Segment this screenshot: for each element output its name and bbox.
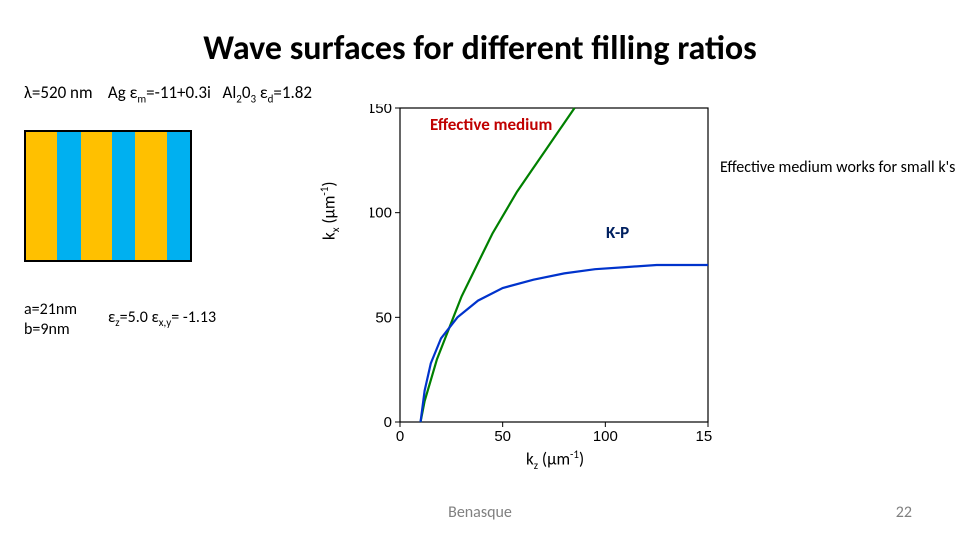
x-axis-label: kz (μm-1) [526, 448, 584, 472]
slide-number: 22 [896, 503, 912, 522]
ylabel-end: ) [319, 181, 340, 186]
x-tick-label: 150 [695, 428, 712, 445]
x-tick-label: 0 [396, 428, 404, 445]
effective-medium-label: Effective medium [430, 114, 552, 135]
ez-val: =5.0 [120, 308, 152, 327]
ylabel-post: (μm [319, 196, 340, 228]
a-label: a=21nm [24, 300, 77, 320]
xlabel-post: (μm [538, 449, 570, 470]
b-label: b=9nm [24, 320, 77, 340]
layer-a [135, 132, 166, 260]
x-tick-label: 100 [593, 428, 618, 445]
y-axis-label: kx (μm-1) [318, 181, 342, 240]
y-tick-label: 0 [384, 414, 392, 431]
ag-eps: Ag ε [108, 82, 137, 103]
y-tick-label: 50 [375, 309, 392, 326]
y-tick-label: 100 [370, 205, 392, 222]
ylabel-pre: k [319, 232, 340, 240]
kp-label: K-P [606, 222, 629, 243]
chart: 050100150050100150 kx (μm-1) kz (μm-1) [326, 90, 716, 468]
plot-svg: 0 50 100 150 0 50 100 150 [370, 104, 712, 446]
effective-medium-note: Effective medium works for small k's [720, 158, 955, 177]
eps-m-sub: m [137, 92, 146, 105]
lambda: λ=520 nm [24, 82, 93, 103]
eps-d: ε [256, 82, 268, 103]
slide-title: Wave surfaces for different filling rati… [0, 28, 960, 69]
al: Al [222, 82, 236, 103]
xlabel-sup: -1 [570, 448, 579, 461]
layer-b [112, 132, 135, 260]
curve-effective-medium [421, 108, 575, 422]
ylabel-sup: -1 [318, 187, 331, 196]
exy-sub: x,y [159, 316, 172, 329]
eps-d-val: =1.82 [273, 82, 312, 103]
layer-diagram [24, 130, 192, 262]
eps-m-val: =-11+0.3i [146, 82, 211, 103]
effective-eps: εz=5.0 εx,y= -1.13 [108, 308, 216, 329]
ylabel-sub: x [329, 228, 342, 233]
footer-location: Benasque [0, 503, 960, 522]
y-tick-label: 150 [370, 104, 392, 117]
exy: ε [152, 308, 159, 327]
x-tick-label: 50 [494, 428, 511, 445]
curve-k-p [421, 265, 708, 422]
layer-a [81, 132, 112, 260]
xlabel-pre: k [526, 449, 534, 470]
layer-a [26, 132, 57, 260]
layer-b [167, 132, 190, 260]
parameter-line: λ=520 nm Ag εm=-11+0.3i Al203 εd=1.82 [24, 82, 312, 105]
exy-val: = -1.13 [171, 308, 216, 327]
ab-dimensions: a=21nm b=9nm [24, 300, 77, 340]
layer-b [57, 132, 80, 260]
xlabel-end: ) [579, 449, 584, 470]
